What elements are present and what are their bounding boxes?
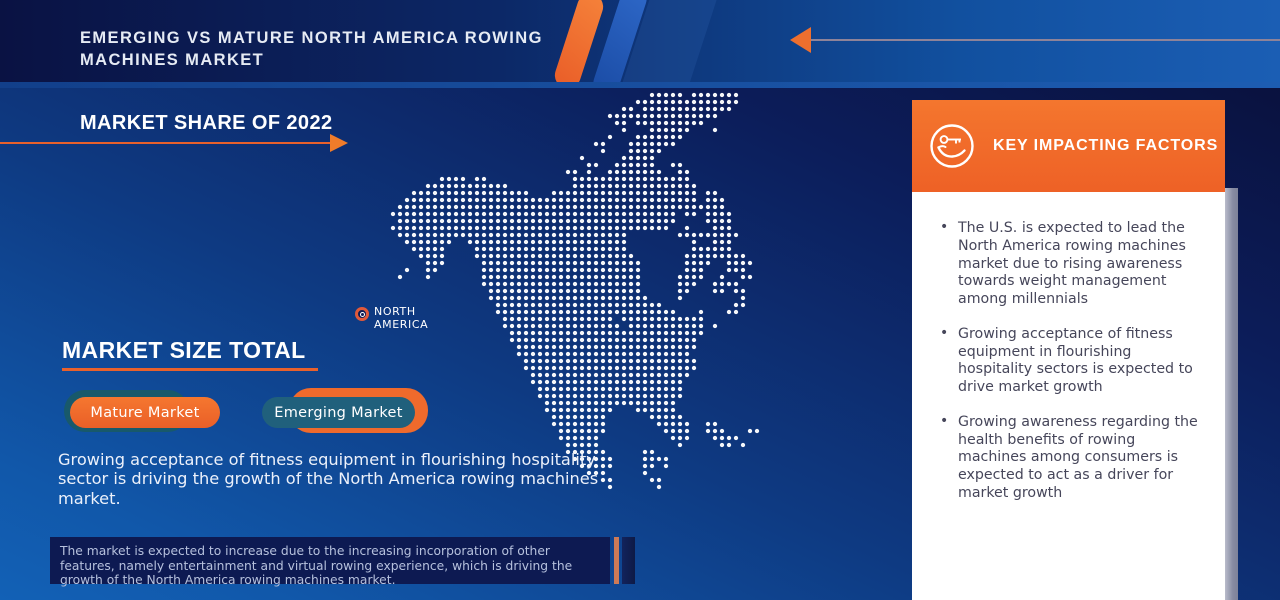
market-size-description: Growing acceptance of fitness equipment … [58,450,599,508]
key-factors-title: KEY IMPACTING FACTORS [993,137,1219,154]
emerging-market-button[interactable]: Emerging Market [262,397,415,428]
north-america-dot-map [390,92,760,490]
key-factor-item: Growing awareness regarding the health b… [936,413,1204,503]
header-band: EMERGING VS MATURE NORTH AMERICA ROWING … [0,0,1280,82]
market-size-heading: MARKET SIZE TOTAL [62,337,306,363]
mature-market-button[interactable]: Mature Market [70,397,220,428]
footnote-orange-stripe [614,537,619,584]
page-title-line1: EMERGING VS MATURE NORTH AMERICA ROWING [80,29,543,47]
footnote-box: The market is expected to increase due t… [50,537,610,587]
key-factor-item: The U.S. is expected to lead the North A… [936,219,1204,309]
key-factors-header: KEY IMPACTING FACTORS [912,100,1225,192]
map-region-label: NORTH AMERICA [374,305,429,331]
market-share-heading: MARKET SHARE OF 2022 [80,112,333,134]
right-arrow-icon [330,134,348,152]
page-title: EMERGING VS MATURE NORTH AMERICA ROWING … [80,27,543,71]
page-title-line2: MACHINES MARKET [80,51,265,69]
key-factor-item: Growing acceptance of fitness equipment … [936,325,1204,397]
header-bottom-strip [0,82,1280,88]
map-pin-icon [355,307,369,321]
left-arrow-icon [790,27,811,53]
panel-shadow [1225,188,1238,600]
key-factors-list: The U.S. is expected to lead the North A… [936,219,1204,520]
market-size-underline [62,368,318,371]
header-arrow-line [810,39,1280,41]
map-region-marker: NORTH AMERICA [355,305,436,331]
market-share-underline [0,142,332,145]
footnote-navy-bar [622,537,635,584]
hand-holding-key-icon [930,124,974,168]
